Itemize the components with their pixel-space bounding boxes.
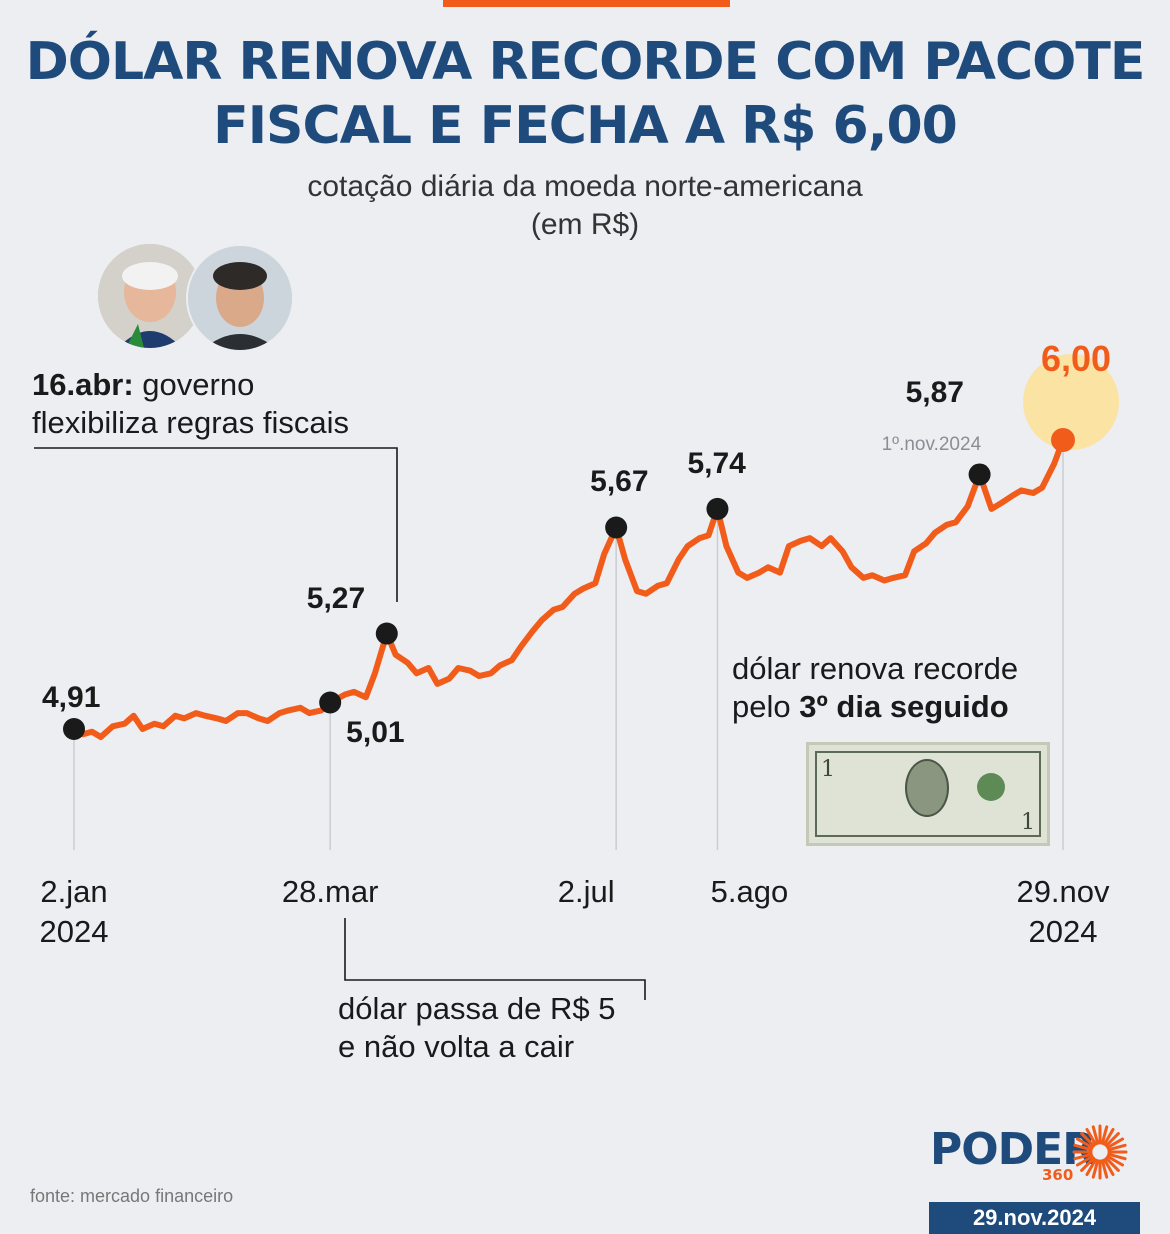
portrait-photo-2: [186, 244, 294, 352]
value-label-jan: 4,91: [42, 681, 101, 714]
sun-ray: [1075, 1137, 1094, 1149]
portrait-photo-1: [98, 244, 202, 348]
x-tick-label: 28.mar: [281, 874, 379, 909]
value-label-jul: 5,67: [590, 465, 649, 499]
bill-seal-icon: [977, 773, 1005, 801]
source-note: fonte: mercado financeiro: [30, 1186, 234, 1206]
data-point-marker: [968, 463, 991, 486]
x-tick-label: 5.ago: [710, 874, 789, 909]
sun-ray: [1106, 1137, 1125, 1149]
sun-ray: [1100, 1159, 1109, 1179]
sun-ray: [1091, 1159, 1100, 1179]
sun-ray: [1075, 1155, 1094, 1167]
sun-ray: [1104, 1132, 1120, 1148]
sun-ray: [1085, 1158, 1097, 1177]
x-tick-label: 2.jul: [557, 874, 615, 909]
sun-ray: [1073, 1143, 1093, 1152]
annotation-april: 16.abr: governo flexibiliza regras fisca…: [32, 367, 349, 440]
bill-corner-icon: 1: [821, 757, 835, 782]
top-accent-bar: [443, 0, 730, 7]
sun-ray: [1085, 1127, 1097, 1146]
data-point-marker: [1051, 428, 1075, 452]
x-tick-label: 2.jan 2024: [39, 874, 109, 949]
publish-date-badge: 29.nov.2024: [929, 1202, 1140, 1234]
value-label-apr: 5,27: [306, 581, 366, 615]
sun-ray: [1104, 1156, 1120, 1172]
sun-ray: [1091, 1125, 1100, 1145]
sun-ray: [1103, 1158, 1115, 1177]
sun-ray: [1100, 1125, 1109, 1145]
value-date-nov-1: 1º.nov.2024: [881, 434, 982, 456]
page-title: DÓLAR RENOVA RECORDE COM PACOTE FISCAL E…: [25, 32, 1146, 156]
value-label-nov-29: 6,00: [1041, 338, 1112, 379]
connector-march: [344, 918, 646, 1000]
x-tick-label: 29.nov 2024: [1016, 874, 1110, 949]
highlight-bubble: [1023, 354, 1119, 450]
data-point-marker: [706, 497, 729, 520]
bill-corner-icon-2: 1: [1021, 810, 1035, 835]
sun-ray: [1080, 1132, 1096, 1148]
series-line-usd-brl: [71, 437, 1066, 740]
chart-subtitle: cotação diária da moeda norte-americana …: [307, 170, 863, 241]
annotation-march: dólar passa de R$ 5 e não volta a cair: [338, 991, 616, 1064]
sun-ray: [1107, 1143, 1127, 1152]
sun-ray: [1106, 1155, 1125, 1167]
sun-rays-icon: [1072, 1124, 1128, 1180]
sun-ray: [1107, 1152, 1127, 1161]
data-point-marker: [375, 622, 398, 645]
data-point-marker: [319, 691, 342, 714]
dollar-bill-image: 1 1: [806, 742, 1050, 846]
annotation-record: dólar renova recorde pelo 3º dia seguido: [732, 651, 1019, 724]
data-point-marker: [605, 516, 628, 539]
sun-ray: [1073, 1152, 1093, 1161]
connector-april: [34, 447, 398, 602]
sun-ray: [1103, 1127, 1115, 1146]
value-label-nov-1: 5,87: [905, 376, 964, 410]
bill-portrait-icon: [905, 759, 949, 817]
value-label-aug: 5,74: [687, 446, 746, 480]
sun-ray: [1080, 1156, 1096, 1172]
value-label-mar: 5,01: [346, 716, 405, 750]
data-point-marker: [63, 718, 85, 740]
